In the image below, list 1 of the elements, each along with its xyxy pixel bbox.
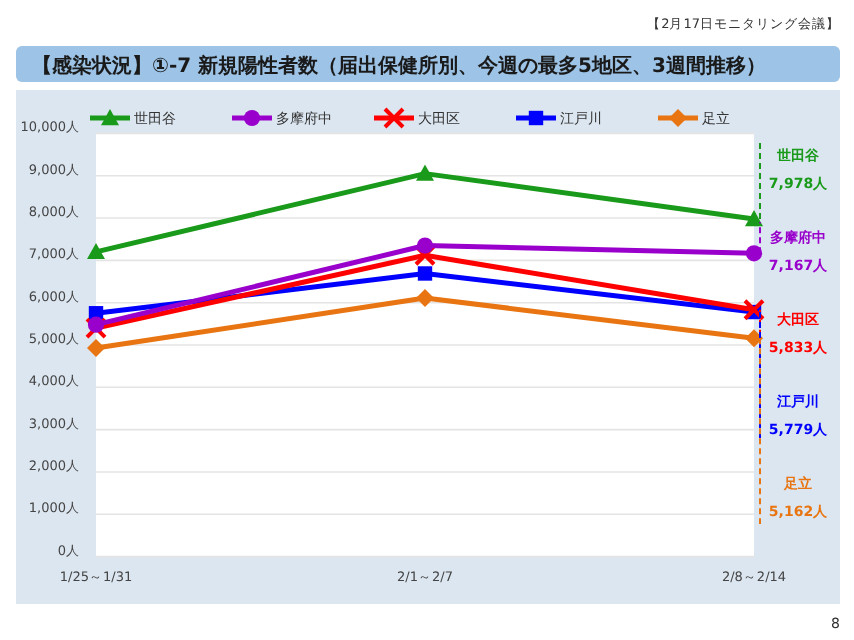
chart-title: 【感染状況】①-7 新規陽性者数（届出保健所別、今週の最多5地区、3週間推移） (32, 54, 766, 78)
